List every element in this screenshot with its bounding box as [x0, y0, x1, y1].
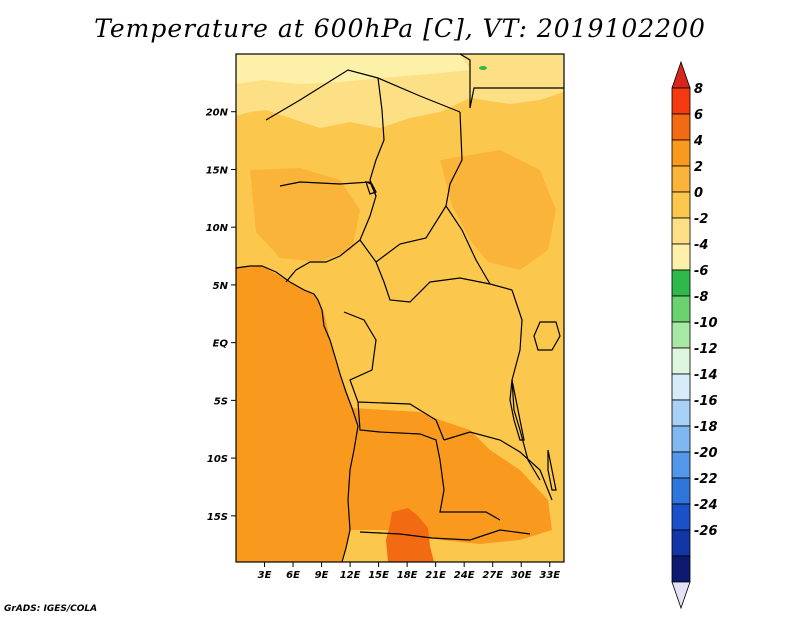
- colorbar-swatch: [671, 165, 691, 193]
- atlantic-warm-region: [236, 266, 360, 562]
- lake-chad-outline: [365, 181, 377, 195]
- colorbar-label: -16: [694, 394, 718, 409]
- colorbar-label: -6: [694, 264, 708, 279]
- lon-tick-label: 6E: [286, 570, 300, 581]
- lat-tick-label: EQ: [213, 339, 229, 350]
- colorbar-swatch: [671, 113, 691, 141]
- colorbar-swatch: [671, 529, 691, 557]
- colorbar-label: -14: [694, 368, 718, 383]
- colorbar-label: -20: [694, 446, 718, 461]
- lon-tick-label: 15E: [368, 570, 389, 581]
- lat-tick-label: 20N: [206, 108, 229, 119]
- southern-warm-region: [348, 408, 552, 544]
- colorbar-swatch: [671, 373, 691, 401]
- colorbar-label: -24: [694, 498, 718, 513]
- cold-spot-green: [479, 66, 487, 70]
- lat-tick-label: 15N: [206, 165, 229, 176]
- lake-victoria-outline: [533, 321, 561, 351]
- colorbar-swatch: [671, 243, 691, 271]
- border-zambia: [443, 431, 553, 501]
- lon-tick-label: 27E: [482, 570, 503, 581]
- border-congo-drc: [343, 311, 445, 441]
- colorbar-swatch: [671, 477, 691, 505]
- colorbar-swatch: [671, 425, 691, 453]
- colorbar-swatch: [671, 87, 691, 115]
- colorbar-label: -10: [694, 316, 718, 331]
- lon-tick-label: 18E: [397, 570, 418, 581]
- colorbar-label: -4: [694, 238, 708, 253]
- colorbar-label: 2: [694, 160, 703, 175]
- colorbar-label: -18: [694, 420, 718, 435]
- lon-tick-label: 24E: [454, 570, 475, 581]
- warm-patch-west: [250, 168, 360, 262]
- border-cameroon-car: [359, 239, 513, 303]
- lon-tick-label: 30E: [511, 570, 532, 581]
- colorbar-label: -2: [694, 212, 708, 227]
- lon-tick-label: 3E: [258, 570, 272, 581]
- colorbar-label: 6: [694, 108, 703, 123]
- colorbar-label: 0: [694, 186, 703, 201]
- lon-tick-label: 21E: [425, 570, 446, 581]
- lat-tick-label: 5S: [214, 396, 228, 407]
- border-algeria-mali: [265, 69, 461, 121]
- lake-tanganyika-outline: [509, 379, 525, 441]
- colorbar-top-arrow: [671, 60, 691, 89]
- colorbar: 8 6 4 2 0 -2 -4 -6 -8 -10 -12 -14 -16 -18 -20 -22 -24 -26: [671, 60, 718, 610]
- warm-patch-east: [440, 150, 556, 270]
- temperature-field: [236, 54, 564, 562]
- longitude-axis: 3E 6E 9E 12E 15E 18E 21E 24E 27E 30E 33E: [258, 562, 560, 581]
- footer-credit: GrADS: IGES/COLA: [4, 604, 98, 614]
- country-borders: [235, 53, 564, 563]
- border-nigeria: [279, 181, 377, 283]
- border-angola: [357, 401, 501, 521]
- central-basin-region: [398, 282, 520, 410]
- colorbar-swatch: [671, 399, 691, 427]
- border-car-sudan: [375, 205, 447, 263]
- colorbar-swatch: [671, 555, 691, 583]
- lon-tick-label: 33E: [539, 570, 560, 581]
- colorbar-label: -26: [694, 524, 718, 539]
- colorbar-label: 8: [694, 82, 703, 97]
- colorbar-swatch: [671, 269, 691, 297]
- border-drc-east: [511, 289, 541, 481]
- colorbar-swatch: [671, 139, 691, 167]
- colorbar-label: 4: [693, 134, 703, 149]
- colorbar-label: -12: [694, 342, 718, 357]
- colorbar-swatch: [671, 295, 691, 323]
- map-title: Temperature at 600hPa [C], VT: 201910220…: [94, 14, 706, 43]
- border-niger-chad: [369, 77, 385, 197]
- lake-malawi-outline: [547, 449, 557, 491]
- latitude-axis: 20N 15N 10N 5N EQ 5S 10S 15S: [206, 108, 236, 523]
- colorbar-swatch: [671, 321, 691, 349]
- lat-tick-label: 10N: [206, 223, 229, 234]
- border-chad-libya: [459, 53, 564, 109]
- colorbar-swatch: [671, 217, 691, 245]
- colorbar-swatch: [671, 451, 691, 479]
- colorbar-label: -22: [694, 472, 718, 487]
- map-frame: [235, 53, 565, 563]
- lon-tick-label: 9E: [315, 570, 329, 581]
- lat-tick-label: 15S: [207, 512, 228, 523]
- lat-tick-label: 5N: [213, 281, 229, 292]
- lat-tick-label: 10S: [207, 454, 228, 465]
- border-namibia: [359, 529, 531, 541]
- colorbar-label: -8: [694, 290, 708, 305]
- colorbar-swatch: [671, 347, 691, 375]
- colorbar-swatch: [671, 191, 691, 219]
- colorbar-swatch: [671, 503, 691, 531]
- colorbar-bottom-arrow: [671, 581, 691, 610]
- north-cold-region: [236, 54, 470, 84]
- coastline-west-africa: [235, 265, 359, 563]
- lon-tick-label: 12E: [340, 570, 361, 581]
